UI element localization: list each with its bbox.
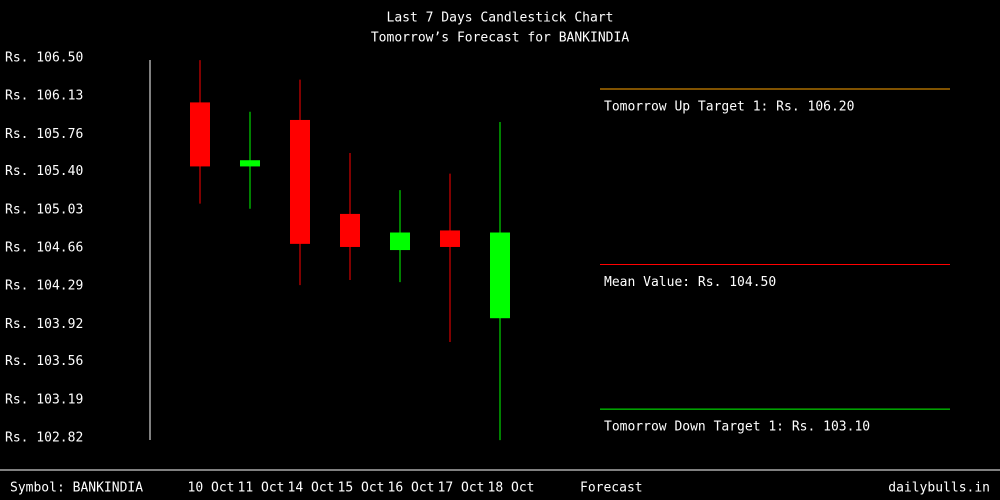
x-tick-label: 11 Oct <box>238 481 285 496</box>
candle-body <box>290 119 310 244</box>
y-tick-label: Rs. 106.50 <box>5 51 83 66</box>
y-tick-label: Rs. 103.19 <box>5 392 83 407</box>
candle-body <box>190 102 210 167</box>
x-tick-label: 14 Oct <box>288 481 335 496</box>
chart-title: Last 7 Days Candlestick Chart <box>387 11 614 26</box>
y-tick-label: Rs. 105.40 <box>5 164 83 179</box>
y-tick-label: Rs. 105.03 <box>5 202 83 217</box>
forecast-label: Forecast <box>580 481 643 496</box>
candle-body <box>240 160 260 167</box>
x-tick-label: 15 Oct <box>338 481 385 496</box>
x-tick-label: 16 Oct <box>388 481 435 496</box>
chart-subtitle: Tomorrow’s Forecast for BANKINDIA <box>371 31 629 46</box>
y-tick-label: Rs. 104.66 <box>5 241 83 256</box>
candle-body <box>490 232 510 319</box>
source-label: dailybulls.in <box>888 481 990 496</box>
y-tick-label: Rs. 103.92 <box>5 317 83 332</box>
x-tick-label: 18 Oct <box>488 481 535 496</box>
x-tick-label: 10 Oct <box>188 481 235 496</box>
y-tick-label: Rs. 106.13 <box>5 89 83 104</box>
y-tick-label: Rs. 104.29 <box>5 279 83 294</box>
candle-body <box>440 230 460 247</box>
y-tick-label: Rs. 105.76 <box>5 127 83 142</box>
y-tick-label: Rs. 102.82 <box>5 431 83 446</box>
forecast-label: Tomorrow Down Target 1: Rs. 103.10 <box>604 420 870 435</box>
candle-body <box>340 213 360 247</box>
symbol-label: Symbol: BANKINDIA <box>10 481 143 496</box>
x-tick-label: 17 Oct <box>438 481 485 496</box>
candle-body <box>390 232 410 251</box>
forecast-label: Tomorrow Up Target 1: Rs. 106.20 <box>604 99 854 114</box>
y-tick-label: Rs. 103.56 <box>5 354 83 369</box>
forecast-label: Mean Value: Rs. 104.50 <box>604 275 776 290</box>
